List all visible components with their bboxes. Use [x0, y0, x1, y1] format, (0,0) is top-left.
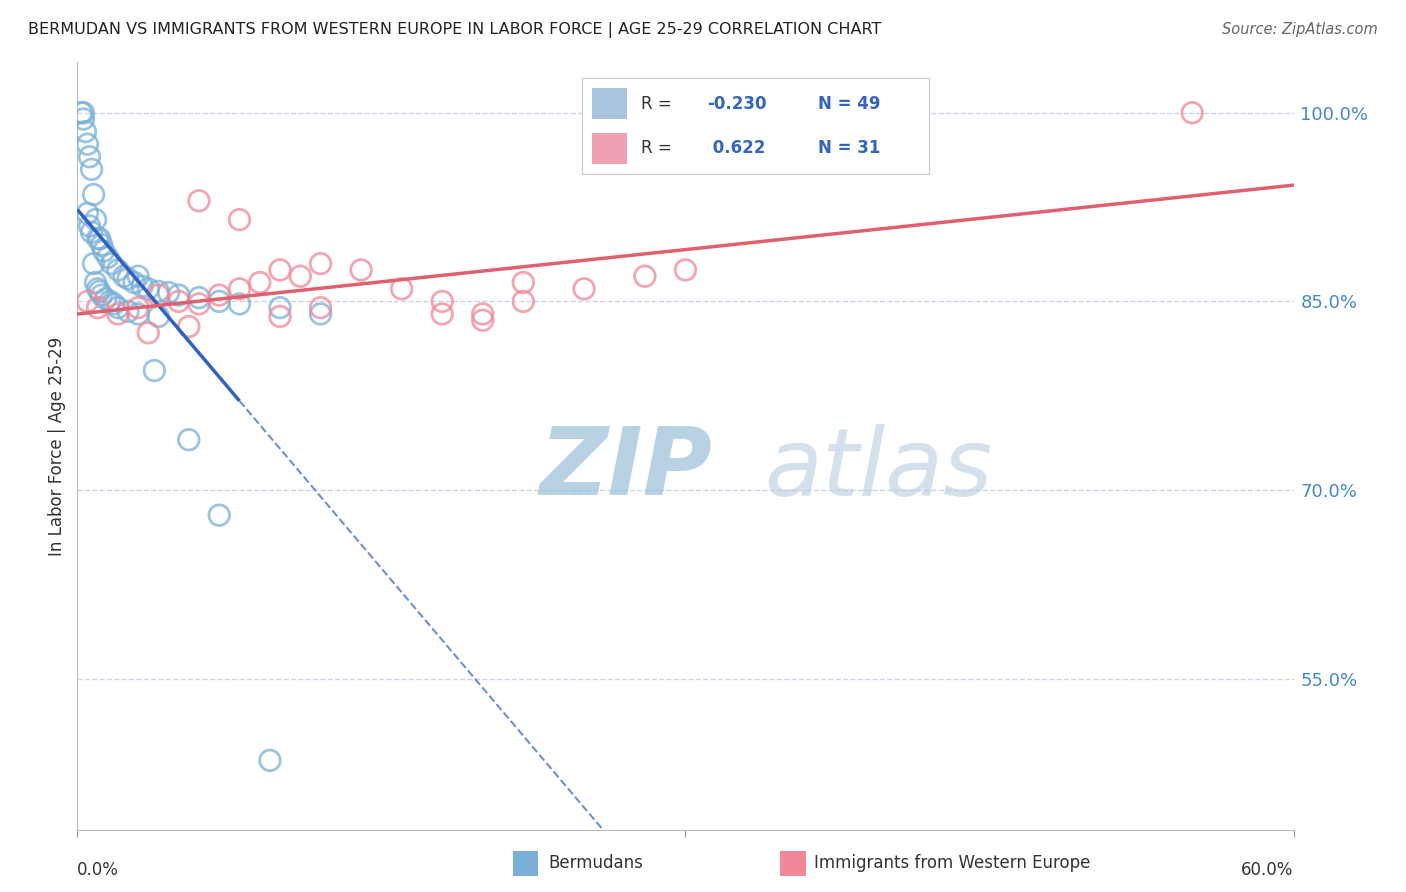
- Text: atlas: atlas: [765, 424, 993, 515]
- Point: [148, 285, 170, 299]
- Point: [72, 105, 94, 120]
- Point: [157, 285, 180, 300]
- Point: [136, 326, 159, 340]
- Point: [93, 244, 115, 258]
- Point: [309, 257, 332, 271]
- Point: [430, 294, 453, 309]
- Point: [269, 310, 291, 324]
- Point: [127, 307, 149, 321]
- Point: [127, 301, 149, 315]
- Point: [101, 257, 124, 271]
- Point: [103, 297, 125, 311]
- Point: [76, 206, 98, 220]
- Point: [107, 263, 129, 277]
- Point: [76, 137, 98, 152]
- Point: [136, 282, 159, 296]
- Point: [269, 263, 291, 277]
- Point: [127, 269, 149, 284]
- Point: [249, 276, 271, 290]
- Point: [83, 257, 105, 271]
- Text: Source: ZipAtlas.com: Source: ZipAtlas.com: [1222, 22, 1378, 37]
- Point: [143, 363, 166, 377]
- Point: [80, 225, 103, 239]
- Point: [512, 276, 534, 290]
- Point: [167, 294, 190, 309]
- Point: [107, 307, 129, 321]
- Point: [634, 269, 657, 284]
- Point: [90, 288, 112, 302]
- Y-axis label: In Labor Force | Age 25-29: In Labor Force | Age 25-29: [48, 336, 66, 556]
- Point: [188, 291, 211, 305]
- Point: [97, 251, 120, 265]
- Point: [177, 433, 200, 447]
- Point: [430, 307, 453, 321]
- Point: [90, 237, 112, 252]
- Point: [70, 105, 93, 120]
- Point: [309, 307, 332, 321]
- Point: [309, 301, 332, 315]
- Point: [131, 279, 153, 293]
- Point: [122, 276, 145, 290]
- Point: [269, 301, 291, 315]
- Point: [72, 112, 94, 126]
- Point: [117, 304, 139, 318]
- Point: [350, 263, 373, 277]
- Point: [208, 508, 231, 523]
- Point: [148, 288, 170, 302]
- Point: [89, 231, 111, 245]
- Point: [75, 125, 97, 139]
- Point: [675, 263, 697, 277]
- Text: ZIP: ZIP: [540, 423, 713, 515]
- Point: [167, 288, 190, 302]
- Point: [76, 294, 98, 309]
- Point: [94, 292, 117, 306]
- Point: [86, 282, 108, 296]
- Text: 60.0%: 60.0%: [1241, 861, 1294, 879]
- Point: [228, 282, 250, 296]
- Point: [80, 162, 103, 177]
- Text: BERMUDAN VS IMMIGRANTS FROM WESTERN EUROPE IN LABOR FORCE | AGE 25-29 CORRELATIO: BERMUDAN VS IMMIGRANTS FROM WESTERN EURO…: [28, 22, 882, 38]
- Point: [228, 212, 250, 227]
- Point: [86, 301, 108, 315]
- Point: [79, 219, 101, 233]
- Point: [188, 194, 211, 208]
- Point: [290, 269, 312, 284]
- Point: [1181, 105, 1204, 120]
- Point: [89, 285, 111, 299]
- Point: [84, 276, 107, 290]
- Point: [112, 269, 135, 284]
- Point: [117, 271, 139, 285]
- Point: [228, 297, 250, 311]
- Text: 0.0%: 0.0%: [77, 861, 120, 879]
- Text: Immigrants from Western Europe: Immigrants from Western Europe: [814, 855, 1091, 872]
- Point: [107, 301, 129, 315]
- Point: [208, 294, 231, 309]
- Point: [471, 313, 494, 327]
- Point: [259, 753, 281, 767]
- Point: [148, 310, 170, 324]
- Point: [83, 187, 105, 202]
- Point: [208, 288, 231, 302]
- Text: Bermudans: Bermudans: [548, 855, 643, 872]
- Point: [471, 307, 494, 321]
- Point: [512, 294, 534, 309]
- Point: [79, 150, 101, 164]
- Point: [86, 231, 108, 245]
- Point: [572, 282, 595, 296]
- Point: [84, 212, 107, 227]
- Point: [391, 282, 413, 296]
- Point: [98, 294, 121, 309]
- Point: [177, 319, 200, 334]
- Point: [188, 297, 211, 311]
